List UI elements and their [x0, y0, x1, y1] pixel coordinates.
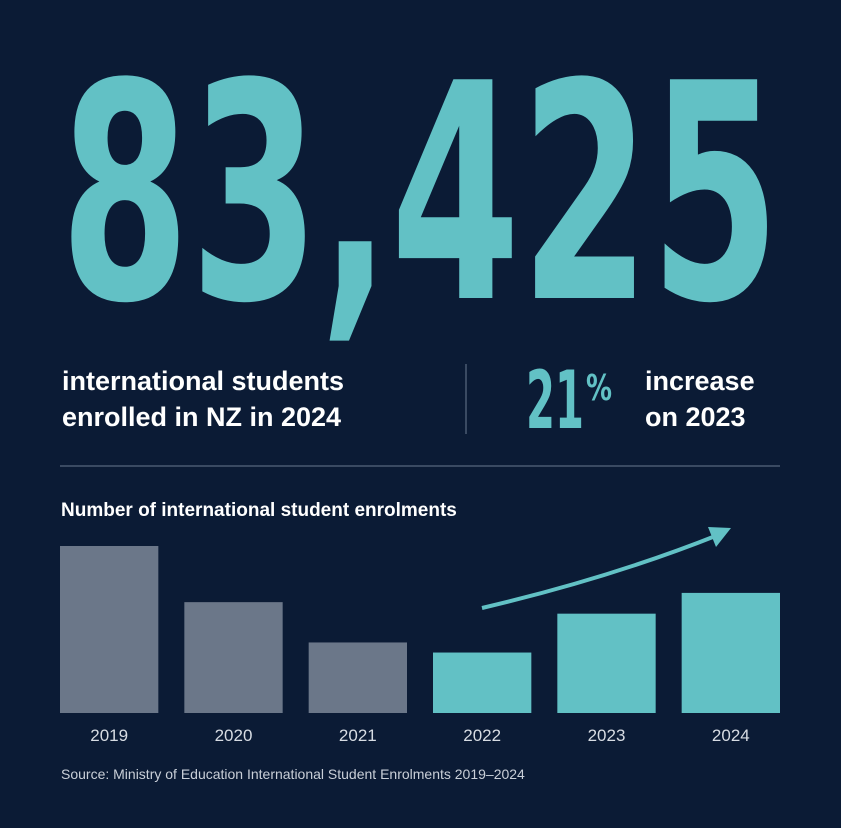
x-tick-label: 2022 [463, 726, 501, 745]
bar [433, 652, 532, 713]
change-text: increase [645, 366, 755, 396]
headline-number: 83,425 [60, 20, 780, 369]
bar [60, 546, 159, 713]
x-tick-label: 2023 [588, 726, 626, 745]
bar [308, 642, 407, 713]
x-tick-label: 2019 [90, 726, 128, 745]
x-tick-label: 2020 [215, 726, 253, 745]
x-tick-label: 2024 [712, 726, 750, 745]
trend-arrow [481, 533, 719, 610]
x-tick-label: 2021 [339, 726, 377, 745]
arrow-head [708, 527, 731, 547]
bar [681, 592, 780, 713]
bar [557, 613, 656, 713]
bars: 2019 2020 2021 2022 2023 2024 [60, 546, 780, 745]
source: Source: Ministry of Education Internatio… [61, 766, 525, 782]
chart-title: Number of international student enrolmen… [61, 500, 457, 521]
change-text: on 2023 [645, 402, 746, 432]
change-sign: % [586, 368, 612, 409]
headline-text: international students [62, 366, 344, 396]
headline-text: enrolled in NZ in 2024 [62, 402, 341, 432]
bar [184, 602, 283, 713]
change-number: 21 [526, 354, 584, 447]
